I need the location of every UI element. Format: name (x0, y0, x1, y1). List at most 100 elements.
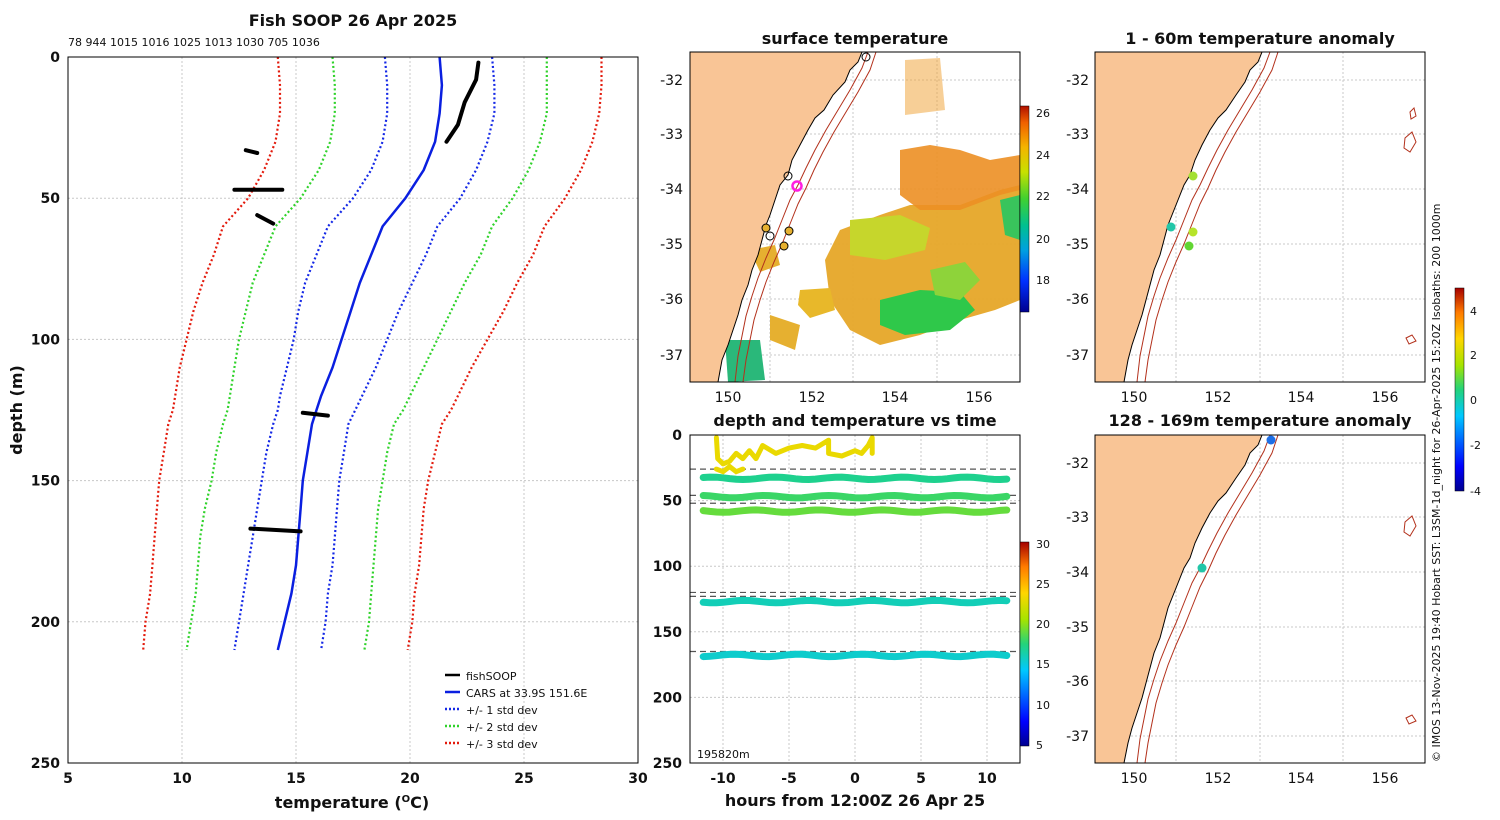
legend-std2: +/- 2 std dev (466, 721, 538, 734)
surface-current-station (791, 180, 803, 192)
anom-top-land (1094, 51, 1263, 383)
time-ytick: 50 (663, 494, 683, 510)
profile-ylabel: depth (m) (7, 365, 26, 455)
fishsoop-segment-3 (255, 213, 276, 226)
profile-ytick: 200 (31, 615, 60, 631)
anom-top-gridlines (1095, 52, 1425, 382)
anom-top-ticks: -32 -33 -34 -35 -36 -37 150 152 154 156 (1066, 73, 1398, 406)
time-colorbar (1019, 541, 1030, 747)
time-ytick: 200 (653, 690, 682, 706)
time-xtick: -10 (710, 771, 736, 787)
surface-lon-150: 150 (715, 390, 742, 406)
surface-cb-22: 22 (1036, 190, 1050, 203)
time-cb-20: 20 (1036, 618, 1050, 631)
time-cb-15: 15 (1036, 658, 1050, 671)
time-track-3 (699, 596, 1011, 607)
anom-top-frame (1094, 51, 1426, 383)
time-cb-25: 25 (1036, 578, 1050, 591)
time-xtick: 5 (916, 771, 926, 787)
profile-line-2 (233, 57, 389, 651)
anom-bottom-dot-2 (1197, 563, 1207, 573)
time-xtick: -5 (781, 771, 797, 787)
surface-cb-18: 18 (1036, 274, 1050, 287)
time-surface-track-2 (713, 463, 746, 475)
profile-ticks: 5 10 15 20 25 30 0 50 100 150 200 250 (31, 50, 648, 787)
surface-lon-152: 152 (799, 390, 826, 406)
surface-colorbar (1019, 105, 1030, 313)
anom-bottom-seamount (1403, 515, 1417, 537)
surface-lon-156: 156 (966, 390, 993, 406)
side-caption: © IMOS 13-Nov-2025 19:40 Hobart SST: L3S… (1430, 204, 1443, 762)
profile-ytick: 150 (31, 474, 60, 490)
profile-xtick: 10 (172, 771, 192, 787)
anom-bottom-lon-156: 156 (1372, 771, 1399, 787)
profile-ytick: 250 (31, 756, 60, 772)
time-ytick: 150 (653, 625, 682, 641)
anom-bottom-gridlines (1095, 435, 1425, 763)
anom-bottom-lon-150: 150 (1121, 771, 1148, 787)
anom-bottom-seamount-2 (1405, 714, 1417, 725)
anom-top-lon-156: 156 (1372, 390, 1399, 406)
profile-ytick: 100 (31, 332, 60, 348)
time-ytick: 0 (672, 428, 682, 444)
anom-top-lon-150: 150 (1121, 390, 1148, 406)
anom-top-seamount-3 (1405, 334, 1417, 345)
time-title: depth and temperature vs time (713, 411, 996, 430)
profile-xlabel: temperature (OC) (275, 793, 429, 812)
time-cb-10: 10 (1036, 699, 1050, 712)
profile-ytick: 50 (41, 191, 61, 207)
time-xtick: 0 (850, 771, 860, 787)
anom-top-seamount-2 (1409, 107, 1417, 120)
surface-lat-36: -36 (660, 292, 683, 308)
anom-top-dot-3 (1188, 227, 1198, 237)
time-track-0 (699, 473, 1011, 484)
time-ytick: 250 (653, 756, 682, 772)
profile-gridlines (67, 56, 639, 764)
anom-top-lat-36: -36 (1066, 292, 1089, 308)
profile-xtick: 5 (63, 771, 73, 787)
surface-stations (761, 52, 871, 251)
legend-std3: +/- 3 std dev (466, 738, 538, 751)
surface-cb-24: 24 (1036, 149, 1050, 162)
anom-cb-m4: -4 (1470, 485, 1481, 498)
profile-line-3 (363, 57, 548, 651)
anom-top-lon-154: 154 (1288, 390, 1315, 406)
time-xtick: 10 (977, 771, 997, 787)
anom-bottom-lat-32: -32 (1066, 456, 1089, 472)
anom-bottom-lat-33: -33 (1066, 510, 1089, 526)
fishsoop-profile (232, 60, 481, 534)
profile-line-1 (320, 57, 496, 651)
anom-top-isobath-200 (1136, 51, 1271, 383)
anom-bottom-lon-152: 152 (1205, 771, 1232, 787)
surface-lat-34: -34 (660, 182, 683, 198)
anom-bottom-lat-34: -34 (1066, 565, 1089, 581)
time-surface-track (713, 435, 875, 467)
anom-top-isobath-1000 (1144, 51, 1279, 383)
anom-bottom-panel: 128 - 169m temperature anomaly -32 -33 -… (1066, 411, 1426, 787)
profile-frame (67, 56, 639, 764)
legend-fishsoop: fishSOOP (466, 670, 517, 683)
profile-line-0 (276, 57, 444, 651)
anom-bottom-lat-35: -35 (1066, 620, 1089, 636)
anom-bottom-isobath-200 (1136, 434, 1271, 764)
fishsoop-segment-0 (444, 60, 481, 144)
surface-lon-154: 154 (882, 390, 909, 406)
time-track-2 (699, 506, 1011, 516)
time-tracks (690, 435, 1020, 661)
fishsoop-segment-1 (243, 148, 260, 155)
time-track-4 (699, 650, 1011, 661)
profile-series (142, 57, 603, 651)
legend-cars: CARS at 33.9S 151.6E (466, 687, 587, 700)
profile-counts: 78 944 1015 1016 1025 1013 1030 705 1036 (68, 36, 320, 49)
anom-cb-m2: -2 (1470, 439, 1481, 452)
profile-xtick: 30 (628, 771, 648, 787)
anom-top-lat-37: -37 (1066, 348, 1089, 364)
anom-top-lat-34: -34 (1066, 182, 1089, 198)
anom-top-title: 1 - 60m temperature anomaly (1125, 29, 1395, 48)
surface-isobath-200 (734, 51, 869, 383)
profile-xtick: 25 (514, 771, 533, 787)
time-cb-30: 30 (1036, 538, 1050, 551)
anom-top-seamount (1403, 131, 1417, 153)
anom-top-dot-1 (1188, 171, 1198, 181)
anom-top-lat-33: -33 (1066, 127, 1089, 143)
